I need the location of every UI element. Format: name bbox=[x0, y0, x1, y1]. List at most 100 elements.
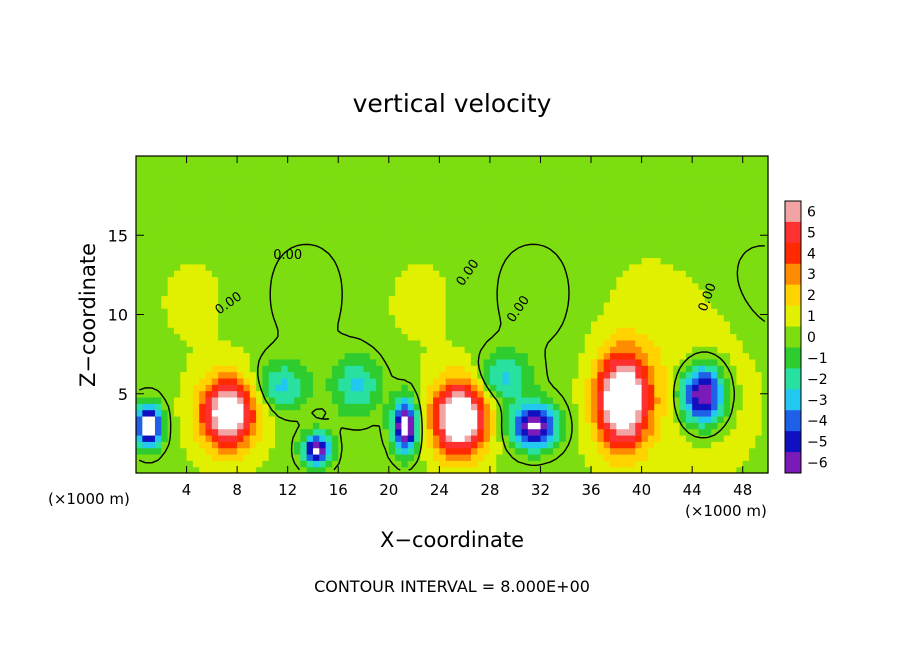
heat-cell bbox=[717, 181, 725, 189]
heat-cell bbox=[635, 441, 643, 449]
heat-cell bbox=[338, 156, 346, 163]
heat-cell bbox=[534, 339, 542, 347]
heat-cell bbox=[350, 206, 358, 214]
heat-cell bbox=[723, 339, 731, 347]
heat-cell bbox=[237, 219, 245, 227]
heat-cell bbox=[584, 282, 592, 290]
heat-cell bbox=[610, 263, 617, 271]
heat-cell bbox=[685, 314, 693, 322]
heat-cell bbox=[136, 270, 143, 278]
heat-cell bbox=[572, 466, 579, 474]
heat-cell bbox=[369, 466, 377, 474]
heat-cell bbox=[496, 466, 504, 474]
heat-cell bbox=[641, 301, 649, 309]
heat-cell bbox=[186, 339, 194, 347]
heat-cell bbox=[249, 187, 257, 195]
heat-cell bbox=[249, 282, 257, 290]
heat-cell bbox=[161, 377, 169, 385]
heat-cell bbox=[483, 181, 491, 189]
heat-cell bbox=[249, 409, 257, 417]
heat-cell bbox=[464, 194, 472, 201]
heat-cell bbox=[306, 282, 314, 290]
heat-cell bbox=[338, 358, 346, 366]
heat-cell bbox=[647, 339, 655, 347]
heat-cell bbox=[294, 453, 301, 461]
heat-cell bbox=[319, 460, 327, 468]
heat-cell bbox=[647, 447, 655, 455]
heat-cell bbox=[553, 181, 561, 189]
heat-cell bbox=[610, 187, 617, 195]
heat-cell bbox=[622, 238, 630, 246]
heat-cell bbox=[452, 181, 459, 189]
heat-cell bbox=[534, 441, 542, 449]
heat-cell bbox=[180, 396, 188, 404]
heat-cell bbox=[306, 409, 314, 417]
heat-cell bbox=[388, 390, 396, 398]
heat-cell bbox=[407, 194, 415, 201]
heat-cell bbox=[597, 352, 605, 360]
heat-cell bbox=[553, 415, 561, 423]
heat-cell bbox=[376, 295, 384, 303]
heat-cell bbox=[433, 276, 440, 284]
heat-cell bbox=[192, 377, 200, 385]
heat-cell bbox=[597, 396, 605, 404]
heat-cell bbox=[647, 428, 655, 436]
heat-cell bbox=[268, 403, 276, 411]
heat-cell bbox=[433, 308, 440, 316]
heat-cell bbox=[616, 162, 624, 170]
heat-cell bbox=[407, 428, 415, 436]
heat-cell bbox=[249, 314, 257, 322]
heat-cell bbox=[319, 358, 327, 366]
heat-cell bbox=[641, 377, 649, 385]
heat-cell bbox=[262, 314, 270, 322]
heat-cell bbox=[395, 238, 403, 246]
heat-cell bbox=[628, 175, 636, 182]
heat-cell bbox=[565, 365, 573, 373]
heat-cell bbox=[540, 453, 548, 461]
heat-cell bbox=[357, 308, 365, 316]
heat-cell bbox=[704, 358, 712, 366]
heat-cell bbox=[275, 270, 282, 278]
heat-cell bbox=[218, 168, 226, 176]
heat-cell bbox=[515, 327, 523, 335]
heat-cell bbox=[148, 403, 156, 411]
heat-cell bbox=[692, 320, 700, 328]
heat-cell bbox=[331, 295, 339, 303]
heat-cell bbox=[363, 327, 371, 335]
heat-cell bbox=[230, 301, 238, 309]
heat-cell bbox=[546, 225, 554, 233]
heat-cell bbox=[426, 168, 434, 176]
heat-cell bbox=[685, 219, 693, 227]
heat-cell bbox=[521, 156, 529, 163]
heat-cell bbox=[148, 213, 156, 220]
heat-cell bbox=[578, 168, 586, 176]
heat-cell bbox=[508, 225, 516, 233]
heat-cell bbox=[502, 206, 510, 214]
heat-cell bbox=[553, 422, 561, 430]
heat-cell bbox=[578, 301, 586, 309]
heat-cell bbox=[218, 232, 226, 240]
heat-cell bbox=[300, 415, 308, 423]
heat-cell bbox=[357, 434, 365, 442]
heat-cell bbox=[635, 175, 643, 182]
heat-cell bbox=[173, 276, 181, 284]
heat-cell bbox=[401, 257, 409, 265]
heat-cell bbox=[515, 194, 523, 201]
heat-cell bbox=[395, 206, 403, 214]
heat-cell bbox=[357, 162, 365, 170]
heat-cell bbox=[363, 181, 371, 189]
heat-cell bbox=[414, 377, 421, 385]
heat-cell bbox=[338, 403, 346, 411]
heat-cell bbox=[192, 308, 200, 316]
heat-cell bbox=[591, 466, 598, 474]
heat-cell bbox=[622, 162, 630, 170]
heat-cell bbox=[673, 377, 681, 385]
heat-cell bbox=[218, 333, 226, 341]
heat-cell bbox=[363, 428, 371, 436]
heat-cell bbox=[344, 295, 352, 303]
heat-cell bbox=[553, 466, 561, 474]
heat-cell bbox=[654, 295, 662, 303]
heat-cell bbox=[559, 403, 567, 411]
heat-cell bbox=[464, 466, 472, 474]
heat-cell bbox=[426, 403, 434, 411]
